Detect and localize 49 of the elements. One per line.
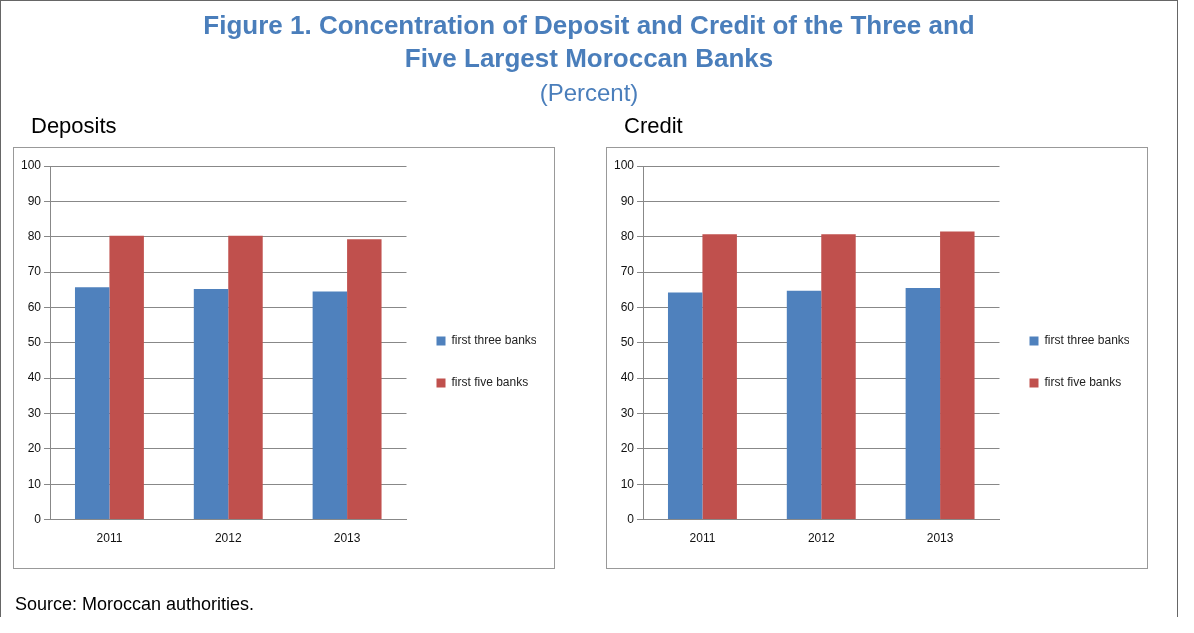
- bar: [940, 231, 975, 520]
- bar: [667, 292, 703, 520]
- y-tick-label: 90: [27, 193, 42, 208]
- y-tick-label: 0: [627, 511, 635, 526]
- y-tick-label: 100: [20, 158, 42, 173]
- bar: [702, 234, 737, 520]
- y-tick-label: 30: [620, 405, 635, 420]
- x-tick-label: 2011: [689, 531, 716, 546]
- x-tick-label: 2011: [96, 531, 123, 546]
- bar: [347, 239, 382, 520]
- bar: [74, 287, 110, 520]
- y-tick-label: 80: [27, 229, 42, 244]
- bar: [821, 234, 856, 520]
- y-tick-label: 80: [620, 229, 635, 244]
- y-tick-label: 60: [27, 299, 42, 314]
- x-tick-label: 2013: [926, 531, 954, 546]
- text: (Percent): [538, 79, 640, 107]
- y-tick-label: 50: [620, 335, 635, 350]
- source-note: Source: Moroccan authorities.: [15, 594, 255, 615]
- y-tick-label: 50: [27, 335, 42, 350]
- y-tick-label: 70: [620, 264, 635, 279]
- y-tick-label: 10: [27, 476, 42, 491]
- y-tick-label: 60: [620, 299, 635, 314]
- bar: [193, 289, 229, 520]
- y-tick-label: 100: [613, 158, 635, 173]
- y-tick-label: 70: [27, 264, 42, 279]
- y-tick-label: 20: [620, 441, 635, 456]
- bar: [228, 235, 263, 520]
- legend-label: first five banks: [451, 375, 529, 390]
- legend-label: first three banks: [1044, 333, 1130, 348]
- legend-label: first five banks: [1044, 375, 1122, 390]
- y-tick-label: 40: [620, 370, 635, 385]
- y-tick-label: 20: [27, 441, 42, 456]
- bar: [786, 290, 822, 520]
- y-tick-label: 30: [27, 405, 42, 420]
- chart-title: Deposits: [31, 113, 118, 139]
- bar: [905, 287, 941, 520]
- y-tick-label: 0: [34, 511, 42, 526]
- chart-title: Credit: [624, 113, 684, 139]
- x-tick-label: 2013: [333, 531, 361, 546]
- bar: [312, 291, 348, 520]
- y-tick-label: 90: [620, 193, 635, 208]
- bar: [109, 235, 144, 520]
- text: Figure 1. Concentration of Deposit and Credit of the Three and Five Largest Moroccan Banks: [202, 9, 976, 75]
- x-tick-label: 2012: [807, 531, 835, 546]
- y-tick-label: 40: [27, 370, 42, 385]
- legend-label: first three banks: [451, 333, 537, 348]
- y-tick-label: 10: [620, 476, 635, 491]
- x-tick-label: 2012: [214, 531, 242, 546]
